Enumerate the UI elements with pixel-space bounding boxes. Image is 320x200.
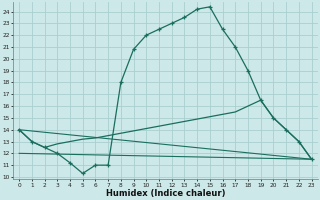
X-axis label: Humidex (Indice chaleur): Humidex (Indice chaleur) — [106, 189, 225, 198]
